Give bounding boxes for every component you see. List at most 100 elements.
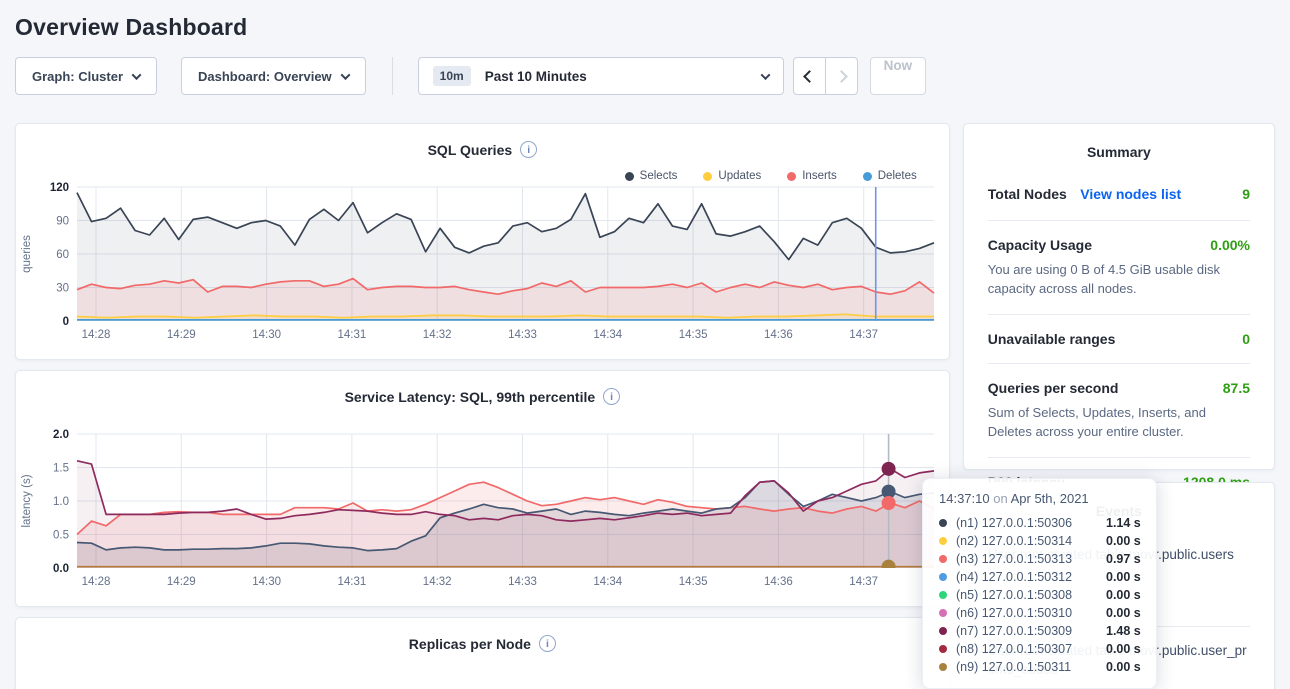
total-nodes-row: Total Nodes View nodes list 9 [988,186,1250,204]
controls-divider [392,57,393,95]
svg-text:14:33: 14:33 [508,329,537,341]
svg-text:14:34: 14:34 [593,329,622,341]
capacity-usage-value: 0.00% [1210,237,1250,253]
unavailable-ranges-value: 0 [1242,331,1250,347]
total-nodes-value: 9 [1242,186,1250,202]
tooltip-row: (n5) 127.0.0.1:503080.00 s [939,586,1142,604]
replicas-per-node-card: Replicas per Node i [15,617,950,689]
graph-dropdown[interactable]: Graph: Cluster [15,57,157,95]
svg-text:90: 90 [56,216,69,228]
info-icon[interactable]: i [603,388,620,405]
svg-text:14:37: 14:37 [849,576,878,588]
chevron-down-icon [340,70,350,80]
series-dot [939,555,947,563]
time-range-picker[interactable]: 10m Past 10 Minutes [418,57,784,95]
tooltip-row: (n4) 127.0.0.1:503120.00 s [939,568,1142,586]
time-range-badge: 10m [433,66,471,86]
svg-text:14:35: 14:35 [679,329,708,341]
graph-dropdown-label: Graph: Cluster [32,69,123,84]
tooltip-row: (n3) 127.0.0.1:503130.97 s [939,550,1142,568]
series-dot [939,591,947,599]
tooltip-row: (n2) 127.0.0.1:503140.00 s [939,532,1142,550]
series-dot [939,519,947,527]
series-dot [939,609,947,617]
svg-text:14:28: 14:28 [82,329,111,341]
qps-desc: Sum of Selects, Updates, Inserts, and De… [988,403,1250,441]
view-nodes-list-link[interactable]: View nodes list [1080,186,1181,202]
svg-text:queries: queries [21,235,33,273]
capacity-usage-desc: You are using 0 B of 4.5 GiB usable disk… [988,260,1250,298]
page-title: Overview Dashboard [15,14,1275,41]
tooltip-timestamp: 14:37:10 on Apr 5th, 2021 [939,491,1142,506]
tooltip-row: (n6) 127.0.0.1:503100.00 s [939,604,1142,622]
chevron-right-icon [835,70,848,83]
capacity-usage-row: Capacity Usage 0.00% [988,237,1250,253]
chart-title-replicas-per-node: Replicas per Node [409,636,531,652]
svg-text:120: 120 [50,182,69,194]
time-forward-button[interactable] [825,57,858,95]
svg-text:14:32: 14:32 [423,576,452,588]
svg-text:0.0: 0.0 [53,563,69,575]
chevron-down-icon [760,70,770,80]
qps-value: 87.5 [1223,380,1250,396]
svg-text:30: 30 [56,283,69,295]
dashboard-dropdown[interactable]: Dashboard: Overview [181,57,366,95]
svg-text:2.0: 2.0 [53,429,69,441]
info-icon[interactable]: i [539,635,556,652]
service-latency-card: Service Latency: SQL, 99th percentile i … [15,370,950,607]
svg-text:14:30: 14:30 [252,576,281,588]
svg-text:14:36: 14:36 [764,576,793,588]
svg-text:14:30: 14:30 [252,329,281,341]
svg-text:14:28: 14:28 [82,576,111,588]
total-nodes-label: Total Nodes [988,186,1067,202]
tooltip-row: (n9) 127.0.0.1:503110.00 s [939,658,1142,676]
svg-text:14:34: 14:34 [593,576,622,588]
unavailable-ranges-row: Unavailable ranges 0 [988,331,1250,347]
svg-text:14:29: 14:29 [167,576,196,588]
svg-text:14:29: 14:29 [167,329,196,341]
tooltip-row: (n1) 127.0.0.1:503061.14 s [939,514,1142,532]
svg-text:14:36: 14:36 [764,329,793,341]
chart-title-service-latency: Service Latency: SQL, 99th percentile [345,389,596,405]
now-button[interactable]: Now [870,57,927,95]
info-icon[interactable]: i [520,141,537,158]
tooltip-row: (n8) 127.0.0.1:503070.00 s [939,640,1142,658]
dashboard-dropdown-label: Dashboard: Overview [198,69,332,84]
chart-title-sql-queries: SQL Queries [428,142,513,158]
chart-hover-tooltip: 14:37:10 on Apr 5th, 2021 (n1) 127.0.0.1… [922,478,1157,689]
summary-title: Summary [988,144,1250,160]
time-pager [793,57,858,95]
overview-dashboard-page: Overview Dashboard Graph: Cluster Dashbo… [0,0,1290,689]
service-latency-chart[interactable]: 14:28 14:29 14:30 14:31 14:32 14:33 14:34 14:35… [16,426,950,596]
svg-text:0.5: 0.5 [53,530,69,542]
svg-text:0: 0 [63,316,69,328]
series-dot [939,573,947,581]
dashboard-controls: Graph: Cluster Dashboard: Overview 10m P… [15,57,1275,95]
series-dot [939,645,947,653]
capacity-usage-label: Capacity Usage [988,237,1092,253]
tooltip-row: (n7) 127.0.0.1:503091.48 s [939,622,1142,640]
sql-queries-chart[interactable]: 14:28 14:29 14:30 14:31 14:32 14:33 14:34 14:35… [16,179,950,349]
series-dot [939,627,947,635]
unavailable-ranges-label: Unavailable ranges [988,331,1116,347]
series-dot [939,537,947,545]
summary-panel: Summary Total Nodes View nodes list 9 Ca… [963,123,1275,470]
time-range-label: Past 10 Minutes [485,69,587,84]
chevron-left-icon [803,70,816,83]
svg-text:14:31: 14:31 [338,576,367,588]
svg-text:14:31: 14:31 [338,329,367,341]
svg-text:60: 60 [56,249,69,261]
svg-text:14:32: 14:32 [423,329,452,341]
time-back-button[interactable] [793,57,826,95]
qps-row: Queries per second 87.5 [988,380,1250,396]
chevron-down-icon [132,70,142,80]
svg-text:14:33: 14:33 [508,576,537,588]
svg-text:14:35: 14:35 [679,576,708,588]
svg-text:1.5: 1.5 [53,463,69,475]
svg-text:1.0: 1.0 [53,496,69,508]
svg-text:14:37: 14:37 [849,329,878,341]
sql-queries-card: SQL Queries i SelectsUpdatesInsertsDelet… [15,123,950,360]
qps-label: Queries per second [988,380,1119,396]
series-dot [939,663,947,671]
svg-text:latency (s): latency (s) [21,474,33,527]
